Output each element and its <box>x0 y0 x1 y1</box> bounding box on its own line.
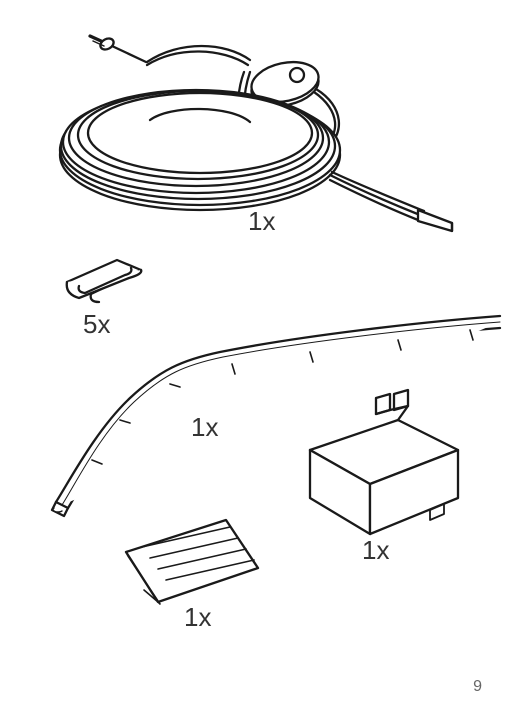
power-adapter-illustration <box>280 380 480 550</box>
cable-qty-label: 1x <box>248 206 275 237</box>
page-number: 9 <box>473 678 482 696</box>
pad-qty-label: 1x <box>184 602 211 633</box>
assembly-page: 1x 5x 1x <box>0 0 506 714</box>
adapter-qty-label: 1x <box>362 535 389 566</box>
strip-qty-label: 1x <box>191 412 218 443</box>
